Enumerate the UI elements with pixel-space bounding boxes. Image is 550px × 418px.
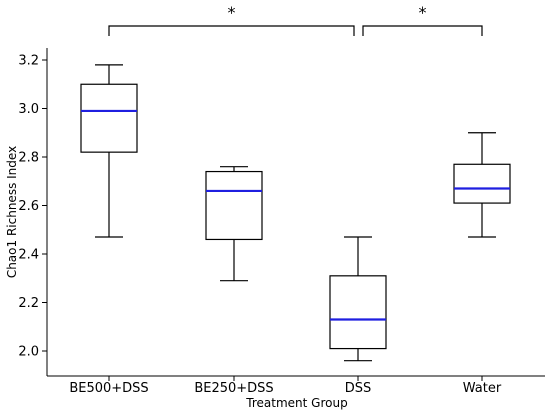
significance-layer: * *: [108, 3, 483, 36]
significance-bracket: *: [362, 3, 483, 36]
y-tick-label: 3.2: [18, 54, 39, 69]
significance-star: *: [419, 3, 427, 22]
x-tick-label: Water: [463, 381, 502, 396]
x-axis-title: Treatment Group: [245, 396, 347, 410]
y-tick-label: 2.6: [18, 199, 39, 214]
box-water: [453, 132, 511, 238]
iqr-box: [80, 83, 138, 153]
box-be250-dss: [205, 166, 263, 282]
y-tick-label: 2.0: [18, 345, 39, 360]
y-axis-title: Chao1 Richness Index: [5, 146, 19, 278]
bracket-line: [108, 25, 355, 36]
iqr-box: [205, 170, 263, 241]
iqr-box: [453, 163, 511, 204]
x-tick-label: BE250+DSS: [194, 381, 273, 396]
box-be500-dss: [80, 64, 138, 238]
bracket-line: [362, 25, 483, 36]
y-tick-label: 2.8: [18, 151, 39, 166]
y-tick-label: 2.4: [18, 248, 39, 263]
y-tick-label: 3.0: [18, 102, 39, 117]
box-dss: [329, 236, 387, 362]
x-ticks: BE500+DSS BE250+DSS DSS Water: [69, 376, 502, 396]
x-tick-label: BE500+DSS: [69, 381, 148, 396]
iqr-box: [329, 275, 387, 350]
box-layer: [80, 64, 511, 362]
significance-star: *: [228, 3, 236, 22]
y-tick-label: 2.2: [18, 296, 39, 311]
significance-bracket: *: [108, 3, 355, 36]
axes-layer: [46, 48, 545, 377]
x-tick-label: DSS: [345, 381, 372, 396]
y-ticks: 2.0 2.2 2.4 2.6 2.8 3.0 3.2: [18, 54, 47, 360]
